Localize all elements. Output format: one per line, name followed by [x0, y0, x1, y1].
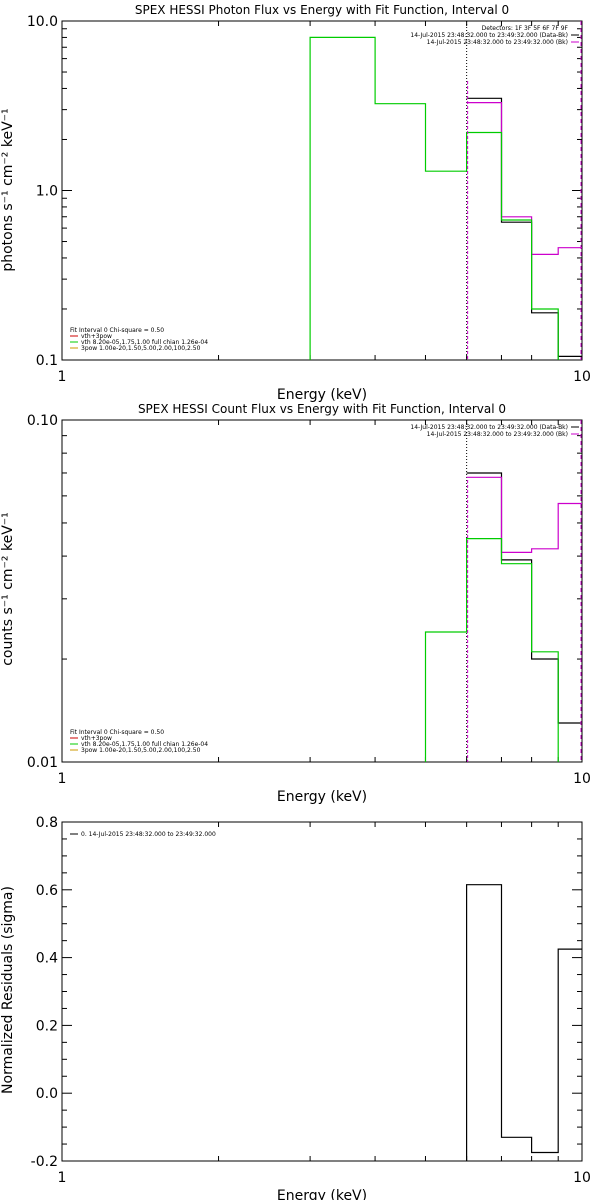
panel1-legends: Detectors: 1F 3F 5F 6F 7F 9F14-Jul-2015 … — [70, 25, 579, 352]
fit-legend-entry: 3pow 1.00e-20,1.50,5.00,2.00,100,2.50 — [81, 747, 201, 754]
fit-legend-entry: vth 8.20e-05,1.75,1.00 full chian 1.26e-… — [81, 741, 208, 748]
fit-legend-entry: vth 8.20e-05,1.75,1.00 full chian 1.26e-… — [81, 339, 208, 346]
panel1-ylabel: photons s⁻¹ cm⁻² keV⁻¹ — [0, 108, 16, 271]
y-tick-label: 0.0 — [36, 1086, 58, 1102]
plot-frame — [61, 20, 583, 361]
fit-legend-heading: Fit Interval 0 Chi-square = 0.50 — [70, 729, 164, 736]
x-tick-label: 1 — [58, 1170, 67, 1186]
panel2-series — [424, 420, 582, 762]
series-line-0 — [466, 472, 582, 724]
y-tick-label: 0.10 — [27, 413, 58, 429]
panel1-series — [309, 21, 582, 360]
legend-entry: 14-Jul-2015 23:48:32.000 to 23:49:32.000… — [410, 424, 568, 431]
legend-entry: 14-Jul-2015 23:48:32.000 to 23:49:32.000… — [427, 39, 568, 46]
y-tick-label: 0.2 — [36, 1018, 58, 1034]
panel2-legends: 14-Jul-2015 23:48:32.000 to 23:49:32.000… — [70, 424, 579, 754]
x-tick-label: 10 — [573, 369, 591, 385]
x-tick-label: 10 — [573, 771, 591, 787]
series-line-1 — [466, 102, 582, 255]
panel2-ylabel: counts s⁻¹ cm⁻² keV⁻¹ — [0, 512, 16, 666]
x-tick-label: 1 — [58, 369, 67, 385]
series-line-0 — [466, 884, 582, 1161]
legend-entry: 14-Jul-2015 23:48:32.000 to 23:49:32.000… — [427, 431, 568, 438]
y-tick-label: 0.01 — [27, 755, 58, 771]
x-tick-label: 1 — [58, 771, 67, 787]
panel2-xlabel: Energy (keV) — [277, 789, 367, 805]
y-tick-label: 0.8 — [36, 815, 58, 831]
y-tick-label: 0.1 — [36, 353, 58, 369]
panel3-ticks: 1 10 -0.2 0.0 0.2 0.4 0.6 0.8 — [31, 815, 591, 1186]
photon-flux-panel: SPEX HESSI Photon Flux vs Energy with Fi… — [0, 3, 591, 403]
fit-legend-entry: 3pow 1.00e-20,1.50,5.00,2.00,100,2.50 — [81, 345, 201, 352]
panel1-title: SPEX HESSI Photon Flux vs Energy with Fi… — [135, 3, 509, 17]
series-line-0 — [466, 97, 582, 357]
x-tick-label: 10 — [573, 1170, 591, 1186]
y-tick-label: 1.0 — [36, 184, 58, 200]
panel2-title: SPEX HESSI Count Flux vs Energy with Fit… — [138, 402, 506, 416]
panel3-ylabel: Normalized Residuals (sigma) — [0, 886, 16, 1094]
panel3-legends: 0. 14-Jul-2015 23:48:32.000 to 23:49:32.… — [70, 831, 216, 838]
series-line-2 — [309, 36, 559, 360]
y-tick-label: 0.4 — [36, 951, 58, 967]
residuals-panel: Energy (keV) Normalized Residuals (sigma… — [0, 815, 591, 1200]
plot-frame — [61, 419, 583, 763]
panel1-xlabel: Energy (keV) — [277, 387, 367, 403]
y-tick-label: 0.6 — [36, 883, 58, 899]
panel3-xlabel: Energy (keV) — [277, 1188, 367, 1200]
series-line-1 — [466, 476, 582, 553]
fit-legend-entry: vth+3pow — [81, 333, 112, 340]
fit-legend-entry: vth+3pow — [81, 735, 112, 742]
panel3-series — [466, 884, 582, 1161]
residual-legend-entry: 0. 14-Jul-2015 23:48:32.000 to 23:49:32.… — [81, 831, 216, 838]
legend-heading: Detectors: 1F 3F 5F 6F 7F 9F — [482, 25, 569, 32]
plot-frame — [61, 821, 583, 1162]
series-line-2 — [424, 538, 559, 762]
panel2-ticks: 1 10 0.01 0.10 — [27, 413, 591, 787]
y-tick-label: 10.0 — [27, 14, 58, 30]
legend-entry: 14-Jul-2015 23:48:32.000 to 23:49:32.000… — [410, 32, 568, 39]
count-flux-panel: SPEX HESSI Count Flux vs Energy with Fit… — [0, 402, 591, 805]
y-tick-label: -0.2 — [31, 1154, 58, 1170]
fit-legend-heading: Fit Interval 0 Chi-square = 0.50 — [70, 327, 164, 334]
